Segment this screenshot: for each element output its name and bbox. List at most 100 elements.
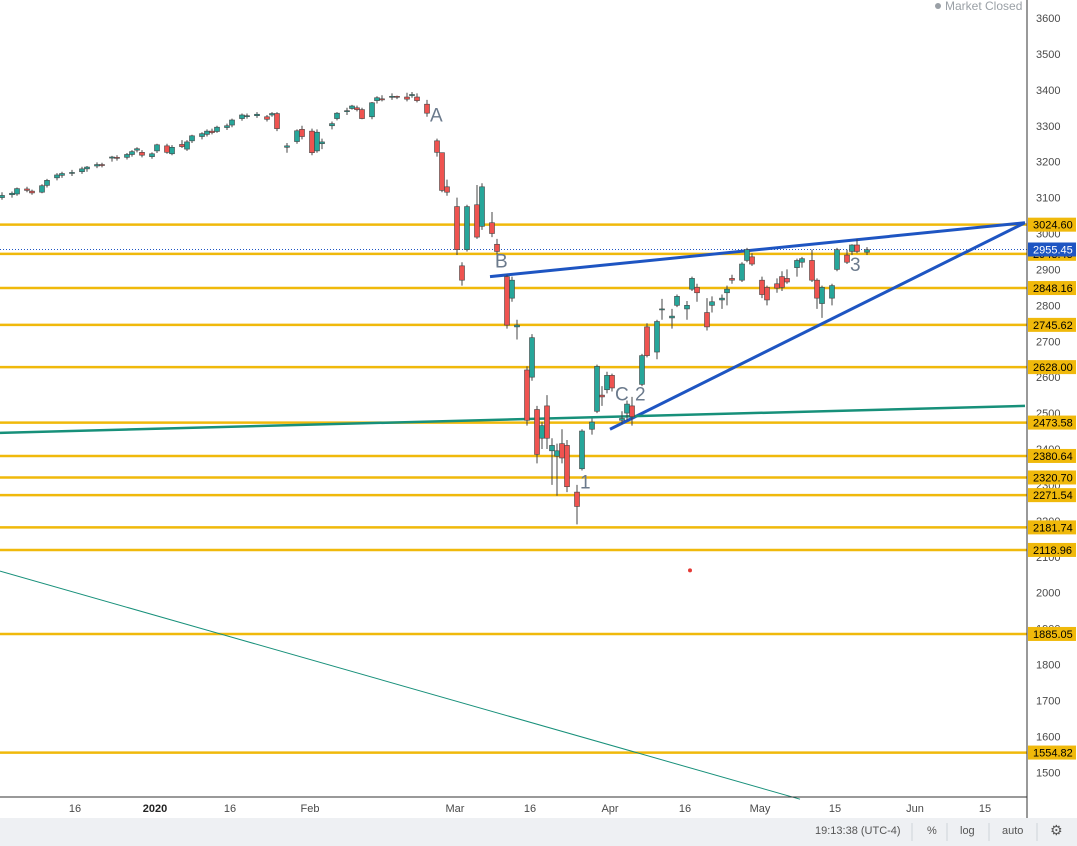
candle-body — [864, 249, 870, 253]
candle-body — [459, 265, 465, 281]
candle-body — [794, 260, 800, 268]
candle-body — [274, 113, 280, 129]
candle-body — [0, 195, 5, 198]
candle-body — [224, 125, 230, 128]
percent-toggle[interactable]: % — [927, 825, 937, 837]
candle-body — [514, 324, 520, 328]
candle-body — [139, 152, 145, 156]
level-price-box — [1028, 448, 1076, 463]
candle-body — [544, 405, 550, 439]
level-price-box — [1028, 745, 1076, 760]
candle-body — [84, 166, 90, 170]
candle-body — [109, 156, 115, 159]
candle-body — [369, 102, 375, 118]
candle-body — [349, 105, 355, 109]
candle-body — [629, 405, 635, 417]
trendline-lower-wedge — [609, 221, 1026, 431]
price-tick-label: 3400 — [1036, 85, 1060, 97]
level-price-label: 2118.96 — [1033, 545, 1072, 557]
candle-body — [414, 96, 420, 101]
candle-body — [504, 276, 510, 326]
candle-body — [579, 430, 585, 470]
candle-body — [309, 130, 315, 153]
wave-label: 2 — [635, 385, 646, 406]
candle-body — [729, 278, 735, 281]
candle-body — [689, 278, 695, 290]
trendline-long-support — [0, 404, 1026, 435]
candle-body — [294, 130, 300, 142]
candle-body — [149, 153, 155, 157]
candle-body — [319, 141, 325, 145]
candle-body — [254, 113, 260, 116]
red-dot-marker — [688, 568, 692, 573]
level-price-label: 2320.70 — [1033, 472, 1073, 484]
candle-body — [639, 355, 645, 385]
time-axis[interactable]: 16 2020 16 Feb Mar 16 Apr 16 May 15 Jun 15 — [0, 796, 1027, 815]
market-status: Market Closed — [935, 0, 1022, 13]
annotations: A B C 2 1 3 — [430, 105, 861, 573]
bottom-toolbar: 19:13:38 (UTC-4) % log auto ⚙ — [0, 818, 1077, 846]
candle-body — [609, 375, 615, 389]
level-price-box — [1028, 415, 1076, 430]
candle-body — [389, 95, 395, 98]
current-price-box — [1028, 242, 1076, 257]
price-tick-label: 2700 — [1036, 336, 1060, 348]
candle-body — [534, 409, 540, 455]
candle-body — [169, 147, 175, 155]
candle-body — [69, 172, 75, 174]
candle-body — [759, 279, 765, 295]
auto-toggle[interactable]: auto — [1002, 825, 1023, 837]
candle-body — [719, 297, 725, 301]
gear-icon[interactable]: ⚙ — [1050, 822, 1063, 838]
candle-body — [849, 244, 855, 252]
time-tick-label: Mar — [446, 803, 465, 815]
time-tick-label: Apr — [601, 803, 618, 815]
wave-label: C — [615, 385, 629, 406]
level-price-box — [1028, 281, 1076, 296]
wave-label: A — [430, 105, 443, 126]
candle-body — [439, 152, 445, 191]
candle-body — [54, 174, 60, 179]
candle-body — [99, 164, 105, 166]
level-price-box — [1028, 626, 1076, 641]
level-price-label: 2380.64 — [1033, 451, 1073, 463]
candle-body — [444, 186, 450, 193]
level-price-label: 2181.74 — [1033, 522, 1073, 534]
candle-body — [744, 249, 750, 261]
trendline-long-decline — [0, 570, 801, 800]
candle-body — [229, 119, 235, 126]
candle-body — [529, 337, 535, 378]
level-price-box — [1028, 488, 1076, 503]
level-price-box — [1028, 542, 1076, 557]
candle-body — [44, 180, 50, 186]
candle-body — [59, 173, 65, 176]
price-tick-label: 3500 — [1036, 49, 1060, 61]
time-tick-label: Jun — [906, 803, 924, 815]
candle-body — [784, 278, 790, 283]
log-toggle[interactable]: log — [960, 825, 975, 837]
time-tick-label: 16 — [679, 803, 691, 815]
price-tick-label: 2900 — [1036, 264, 1060, 276]
candle-body — [724, 288, 730, 294]
candle-body — [199, 133, 205, 137]
price-axis[interactable] — [1026, 0, 1077, 818]
candle-body — [24, 188, 30, 191]
candle-body — [539, 425, 545, 439]
candle-body — [124, 154, 130, 158]
candle-body — [644, 326, 650, 356]
candle-body — [604, 375, 610, 391]
time-tick-label: 16 — [524, 803, 536, 815]
candle-body — [594, 366, 600, 412]
time-tick-label: 16 — [224, 803, 236, 815]
candle-body — [589, 421, 595, 430]
candle-body — [659, 308, 665, 311]
candle-body — [694, 287, 700, 294]
candle-body — [354, 107, 360, 110]
candle-body — [564, 445, 570, 488]
candle-body — [359, 109, 365, 119]
price-tick-label: 3600 — [1036, 13, 1060, 25]
candle-body — [14, 188, 20, 195]
candle-body — [474, 204, 480, 238]
